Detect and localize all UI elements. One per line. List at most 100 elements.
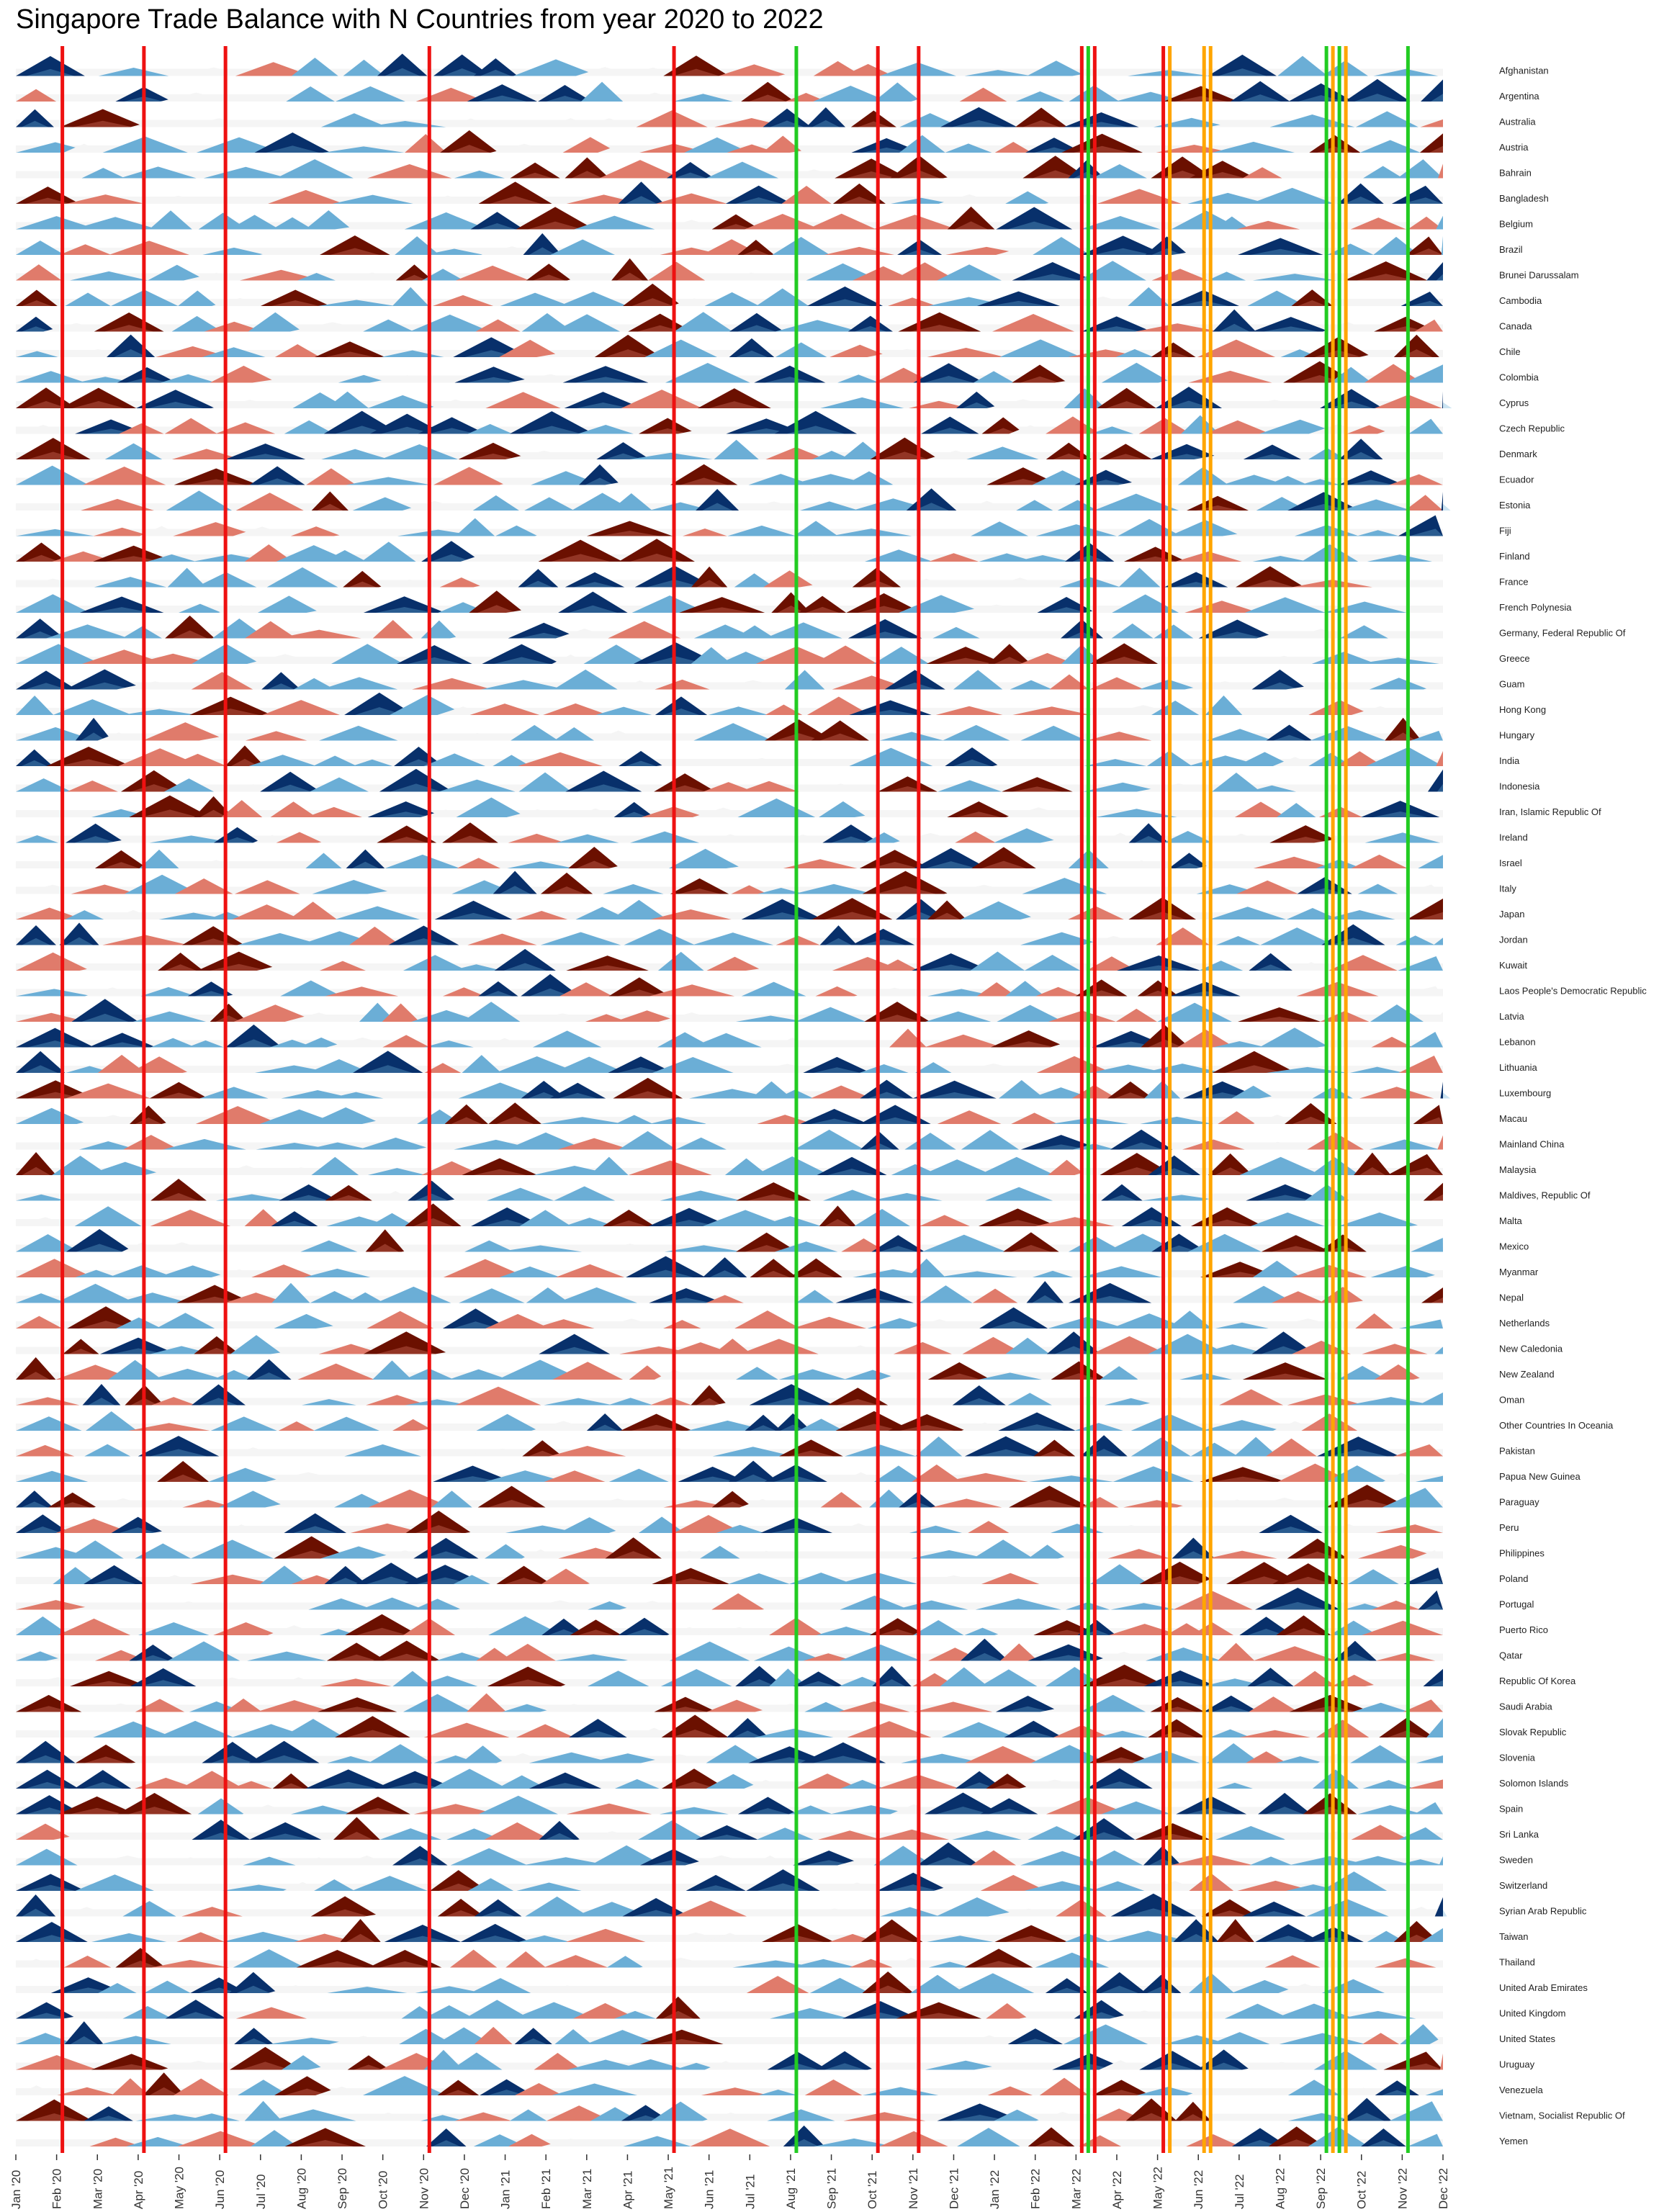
country-row: Papua New Guinea (16, 1460, 1581, 1482)
horizon-peak (1035, 1952, 1110, 1968)
horizon-peak (417, 1676, 478, 1686)
horizon-peak (689, 1089, 775, 1099)
horizon-peak-band (938, 657, 994, 664)
horizon-peak (1259, 1028, 1330, 1048)
horizon-peak (71, 999, 139, 1022)
horizon-peak (466, 1693, 507, 1712)
horizon-peak (94, 312, 164, 332)
horizon-peak-band (1250, 248, 1310, 255)
country-label: Germany, Federal Republic Of (1499, 628, 1626, 639)
horizon-peak (843, 2112, 926, 2121)
horizon-peak (608, 977, 670, 997)
horizon-peak (867, 1318, 933, 1328)
country-row: Brazil (16, 233, 1523, 255)
horizon-peak (661, 1604, 729, 1610)
horizon-peak (222, 1602, 305, 1610)
horizon-peak (108, 966, 161, 971)
horizon-peak (739, 1498, 786, 1508)
horizon-peak (1089, 1564, 1149, 1584)
horizon-peak-band (1240, 2140, 1280, 2146)
horizon-peak (1408, 216, 1443, 230)
horizon-peak (140, 526, 184, 536)
horizon-peak (1367, 1247, 1426, 1252)
horizon-peak (75, 717, 112, 741)
horizon-peak (1436, 751, 1443, 766)
horizon-peak (1393, 1444, 1443, 1457)
horizon-peak-band (493, 657, 549, 664)
horizon-peak (1423, 1668, 1443, 1686)
country-row: Malta (16, 1203, 1523, 1226)
horizon-peak (148, 264, 207, 281)
horizon-peak-band (673, 172, 707, 179)
horizon-peak (764, 622, 842, 639)
horizon-peak (313, 755, 357, 766)
horizon-peak (737, 239, 775, 255)
horizon-peak (281, 1089, 354, 1099)
horizon-peak-band (824, 1218, 851, 1226)
horizon-peak (1303, 1793, 1357, 1815)
horizon-peak (426, 2128, 467, 2146)
horizon-peak (372, 1360, 412, 1380)
horizon-peak (325, 1184, 372, 1201)
horizon-peak (585, 2030, 660, 2044)
horizon-peak (1092, 2080, 1151, 2095)
horizon-peak (16, 1012, 87, 1022)
horizon-peak (1266, 1438, 1317, 1457)
horizon-peak (306, 1142, 369, 1150)
horizon-peak (1253, 856, 1335, 868)
horizon-peak-band (1156, 1731, 1197, 1737)
horizon-peak (544, 1470, 606, 1482)
horizon-peak (541, 1568, 591, 1584)
horizon-peak (274, 2076, 340, 2095)
horizon-peak (229, 2046, 301, 2070)
horizon-peak (613, 801, 655, 817)
horizon-peak-band (1096, 1781, 1143, 1789)
horizon-peak (364, 1910, 432, 1917)
horizon-peak (621, 390, 703, 408)
country-label: Philippines (1499, 1548, 1545, 1559)
country-row: Myanmar (16, 1256, 1539, 1277)
horizon-peak (1164, 1780, 1236, 1789)
neutral-band (16, 2037, 1443, 2044)
horizon-peak (614, 1010, 680, 1022)
horizon-peak-band (441, 68, 482, 76)
horizon-peak (346, 849, 385, 868)
horizon-peak (305, 1769, 392, 1789)
horizon-peak (536, 351, 605, 357)
horizon-peak (914, 1575, 993, 1584)
horizon-peak (471, 1207, 544, 1226)
horizon-peak (290, 526, 342, 536)
horizon-peak (319, 725, 398, 741)
horizon-peak (372, 1640, 441, 1661)
horizon-peak-band (432, 2140, 461, 2146)
horizon-peak (516, 911, 568, 920)
horizon-peak (1182, 1139, 1245, 1150)
horizon-peak (246, 121, 317, 127)
horizon-peak (1236, 566, 1305, 588)
horizon-peak (754, 1728, 834, 1737)
horizon-peak (909, 1525, 963, 1533)
horizon-peak-band (78, 1321, 133, 1328)
horizon-peak-band (702, 503, 733, 511)
horizon-peak (789, 1959, 858, 1968)
horizon-peak (793, 1851, 866, 1866)
horizon-peak (878, 776, 938, 792)
country-row: Guam (16, 669, 1524, 690)
horizon-peak-band (102, 862, 140, 868)
horizon-peak (1261, 1235, 1331, 1252)
horizon-peak-band (1225, 1065, 1284, 1073)
horizon-peak-band (1021, 1499, 1078, 1508)
horizon-peak (565, 1928, 646, 1942)
horizon-peak (1362, 1344, 1428, 1354)
horizon-peak (1016, 500, 1053, 511)
horizon-peak (1197, 1344, 1268, 1354)
horizon-peak (593, 1884, 672, 1891)
horizon-peak (985, 1187, 1053, 1201)
horizon-peak (1387, 1154, 1443, 1175)
horizon-peak-band (533, 274, 565, 281)
horizon-peak (60, 1907, 114, 1917)
horizon-peak (1028, 1826, 1086, 1840)
horizon-peak-band (1284, 1628, 1323, 1635)
horizon-peak (1279, 2033, 1366, 2044)
horizon-peak (1355, 111, 1419, 127)
